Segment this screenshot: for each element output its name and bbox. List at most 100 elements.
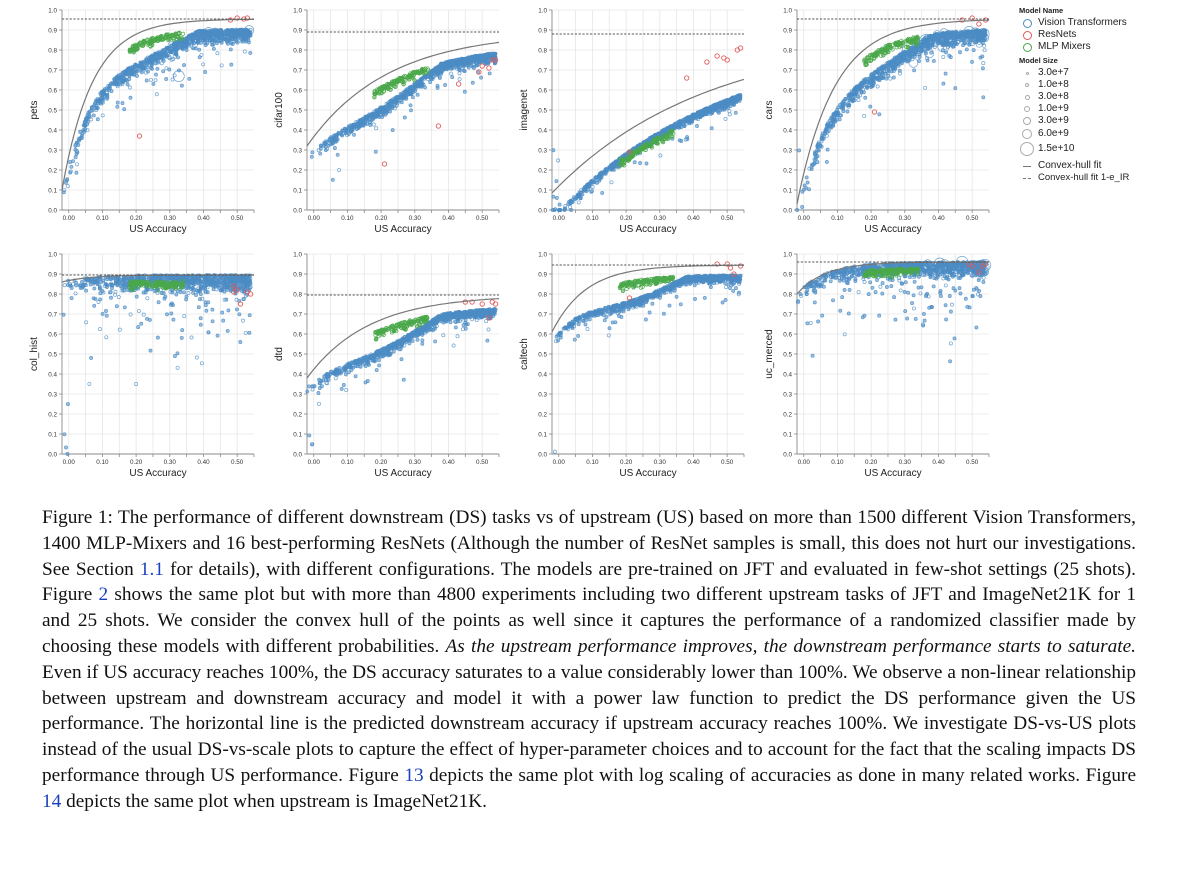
svg-text:0.10: 0.10	[831, 215, 844, 222]
data-points	[550, 45, 744, 212]
figure-reference-link[interactable]: 13	[404, 764, 424, 786]
svg-text:0.00: 0.00	[308, 215, 321, 222]
caption-text: As the upstream performance improves, th…	[445, 635, 1136, 657]
scatter-plot: 0.00.10.20.30.40.50.60.70.80.91.00.00 0.1…	[764, 7, 990, 235]
svg-text:0.5: 0.5	[293, 107, 302, 114]
circle-icon	[1020, 30, 1034, 40]
svg-text:0.30: 0.30	[164, 215, 177, 222]
circle-icon	[1020, 117, 1034, 125]
legend-label: 1.0e+8	[1038, 79, 1069, 90]
svg-text:1.0: 1.0	[293, 7, 302, 14]
y-axis-label: cars	[764, 101, 775, 120]
svg-text:0.7: 0.7	[293, 67, 302, 74]
legend-item-size: 1.0e+8	[1020, 79, 1185, 91]
scatter-plot: 0.00.10.20.30.40.50.60.70.80.91.00.00 0.1…	[519, 7, 745, 235]
svg-text:0.20: 0.20	[130, 459, 143, 466]
legend-label: ResNets	[1038, 29, 1077, 40]
svg-text:0.4: 0.4	[783, 127, 792, 134]
x-axis-label: US Accuracy	[864, 224, 921, 235]
svg-text:0.4: 0.4	[293, 127, 302, 134]
scatter-plot: 0.00.10.20.30.40.50.60.70.80.91.00.00 0.1…	[274, 7, 500, 235]
svg-text:0.2: 0.2	[538, 167, 547, 174]
caption-text: depicts the same plot with log scaling o…	[423, 764, 1137, 786]
svg-text:0.0: 0.0	[48, 451, 57, 458]
scatter-panel-imagenet: 0.0 0.1 0.2 0.3 0.4 0.5 0.6 0.7 0.8 0.9 1.0 0.00 0.1…	[510, 0, 755, 245]
svg-text:0.8: 0.8	[538, 47, 547, 54]
svg-text:1.0: 1.0	[48, 7, 57, 14]
convex-hull-fit-line	[796, 19, 990, 205]
svg-text:0.5: 0.5	[538, 107, 547, 114]
svg-text:1.0: 1.0	[48, 251, 57, 258]
svg-text:0.00: 0.00	[63, 215, 76, 222]
scatter-panel-uc-merced: 0.0 0.1 0.2 0.3 0.4 0.5 0.6 0.7 0.8 0.9 1.0 0.00 0.1…	[755, 244, 1000, 489]
scatter-panel-cifar100: 0.0 0.1 0.2 0.3 0.4 0.5 0.6 0.7 0.8 0.9 1.0 0.00 0.1…	[265, 0, 510, 245]
figure-reference-link[interactable]: 14	[42, 790, 62, 812]
svg-text:0.4: 0.4	[538, 127, 547, 134]
svg-text:0.5: 0.5	[48, 107, 57, 114]
figure-1: 0.0 0.1 0.2 0.3 0.4 0.5 0.6 0.7 0.8 0.9 1.0 0.00 0.1…	[20, 0, 1185, 489]
caption-text: Figure 1: The performance of different d…	[42, 507, 1136, 580]
legend-models: Vision Transformers ResNets MLP Mixers	[1010, 17, 1185, 53]
legend-label: Vision Transformers	[1038, 17, 1127, 28]
svg-text:0.40: 0.40	[197, 459, 210, 466]
legend-sizes: 3.0e+7 1.0e+8 3.0e+8 1.0e+9 3.0e+9 6.0e+9 1.5e…	[1010, 67, 1185, 157]
caption-text: depicts the same plot when upstream is I…	[61, 790, 487, 812]
svg-text:0.00: 0.00	[553, 215, 566, 222]
legend-item-size: 3.0e+8	[1020, 91, 1185, 103]
svg-text:0.9: 0.9	[48, 271, 57, 278]
convex-hull-fit-line	[551, 264, 744, 333]
data-points	[61, 273, 254, 456]
legend-item-size: 1.0e+9	[1020, 103, 1185, 115]
legend-item-size: 3.0e+9	[1020, 115, 1185, 127]
x-axis-label: US Accuracy	[129, 468, 186, 479]
data-points	[305, 299, 499, 447]
legend-item-model: Vision Transformers	[1020, 17, 1185, 29]
legend-label: 3.0e+7	[1038, 67, 1069, 78]
svg-text:0.9: 0.9	[293, 27, 302, 34]
caption-text: for details), with different configurati…	[42, 558, 1136, 606]
circle-icon	[1020, 18, 1034, 28]
figure-reference-link[interactable]: 2	[98, 584, 109, 606]
scatter-panel-caltech: 0.0 0.1 0.2 0.3 0.4 0.5 0.6 0.7 0.8 0.9 1.0 0.00 0.1…	[510, 244, 755, 489]
svg-text:0.50: 0.50	[966, 215, 979, 222]
convex-hull-fit-line	[551, 78, 745, 194]
circle-icon	[1020, 106, 1034, 112]
svg-text:0.5: 0.5	[783, 107, 792, 114]
figure-reference-link[interactable]: 1.1	[139, 558, 164, 580]
svg-text:0.6: 0.6	[48, 87, 57, 94]
circle-icon	[1020, 71, 1034, 75]
scatter-panel-cars: 0.0 0.1 0.2 0.3 0.4 0.5 0.6 0.7 0.8 0.9 1.0 0.00 0.1…	[755, 0, 1000, 245]
svg-text:0.7: 0.7	[48, 67, 57, 74]
svg-text:0.8: 0.8	[293, 47, 302, 54]
circle-icon	[1020, 128, 1034, 139]
legend-item-size: 6.0e+9	[1020, 127, 1185, 140]
legend-label: MLP Mixers	[1038, 41, 1091, 52]
svg-text:0.5: 0.5	[48, 351, 57, 358]
svg-text:0.2: 0.2	[48, 167, 57, 174]
svg-text:0.40: 0.40	[687, 215, 700, 222]
figure-caption: Figure 1: The performance of different d…	[42, 505, 1136, 815]
legend-item-line: Convex-hull fit	[1020, 160, 1185, 172]
scatter-panel-col-hist: 0.0 0.1 0.2 0.3 0.4 0.5 0.6 0.7 0.8 0.9 1.0 0.00 0.1…	[20, 244, 265, 489]
svg-text:0.6: 0.6	[783, 87, 792, 94]
svg-text:0.8: 0.8	[48, 291, 57, 298]
convex-hull-fit-line	[306, 41, 500, 147]
svg-text:0.30: 0.30	[899, 215, 912, 222]
scatter-plot: 0.00.10.20.30.40.50.60.70.80.91.00.00 0.1…	[29, 7, 255, 235]
svg-text:0.1: 0.1	[783, 187, 792, 194]
circle-icon	[1020, 94, 1034, 100]
svg-text:0.00: 0.00	[798, 215, 811, 222]
legend-item-model: ResNets	[1020, 29, 1185, 41]
svg-text:0.50: 0.50	[231, 459, 244, 466]
scatter-plot: 0.00.10.20.30.40.50.60.70.80.91.00.00 0.1…	[274, 251, 500, 479]
data-points	[553, 261, 744, 454]
svg-text:0.20: 0.20	[375, 215, 388, 222]
legend-item-size: 1.5e+10	[1020, 140, 1185, 157]
legend-item-size: 3.0e+7	[1020, 67, 1185, 79]
circle-icon	[1020, 141, 1034, 156]
svg-text:0.00: 0.00	[63, 459, 76, 466]
svg-text:0.1: 0.1	[48, 187, 57, 194]
legend-label: 1.5e+10	[1038, 142, 1075, 154]
circle-icon	[1020, 83, 1034, 87]
svg-text:0.9: 0.9	[538, 27, 547, 34]
